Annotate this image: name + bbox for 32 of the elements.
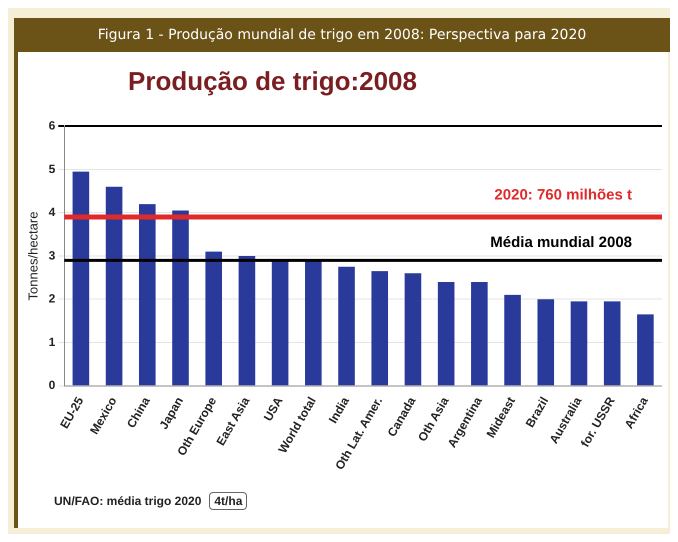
bar [438,282,454,386]
bar [106,186,122,386]
bar [404,273,422,386]
bar [338,266,355,386]
y-tick-label: 5 [48,162,56,176]
text: UN/FAO: média trigo 2020 [54,494,202,508]
y-axis-title: Tonnes/hectare [25,212,40,300]
bar [371,271,388,386]
chart-subtitle: Produção de trigo:2008 [128,66,417,97]
bar [205,252,222,386]
bar [471,282,488,386]
bar [604,301,620,386]
y-tick-label: 4 [48,205,56,220]
bar [305,260,322,386]
bar [72,172,90,386]
text: 4t/ha [209,492,248,510]
y-tick-label: 2 [48,292,56,306]
chart-title: Figura 1 - Produção mundial de trigo em 2008: Perspectiva para 2020 [14,18,670,52]
y-tick-label: 0 [48,378,56,392]
bar [272,260,288,386]
y-tick-label: 3 [48,248,56,262]
ref-line-label: Média mundial 2008 [490,234,632,251]
y-tick-label: 6 [48,118,56,133]
bar [637,314,654,386]
bar [138,204,156,386]
bar [172,210,189,386]
bar [537,299,554,386]
y-tick-label: 1 [48,334,56,349]
bar [570,301,588,386]
bar [238,256,256,386]
bar [504,294,521,386]
annotation: 2020: 760 milhões t [494,186,632,204]
